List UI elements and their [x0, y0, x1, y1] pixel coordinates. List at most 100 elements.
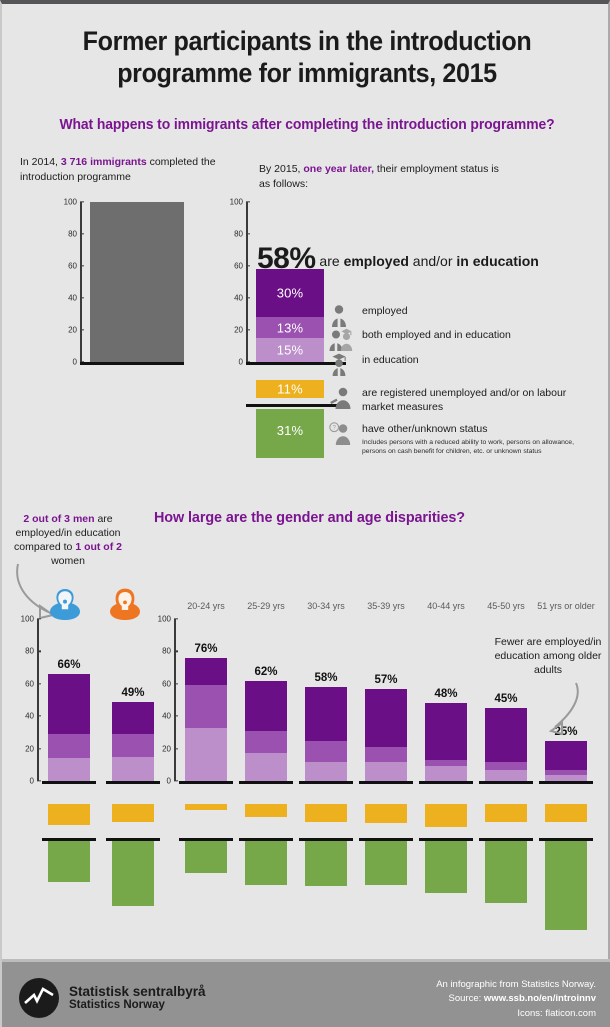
bar-unemployed	[365, 804, 407, 824]
person-employed-icon	[328, 304, 354, 328]
credit-source-url[interactable]: www.ssb.no/en/introinnv	[483, 993, 596, 1005]
bar-unemployed	[305, 804, 347, 822]
bar-segment-value: 11%	[277, 381, 303, 397]
credit-line-1: An infographic from Statistics Norway.	[436, 979, 596, 990]
person-employed-student-icon	[328, 328, 354, 352]
y-axis-age-disparity: 100 80 60 40 20 0	[158, 615, 178, 786]
bar-segment-employed	[425, 703, 467, 760]
annotation-gender-end: women	[51, 554, 85, 567]
bar-total-label: 57%	[374, 673, 398, 686]
stacked-bar-20-24-yrs	[185, 657, 227, 781]
headline-text-2: and/or	[408, 253, 457, 269]
age-group-label: 45-50 yrs	[487, 601, 525, 611]
page-title: Former participants in the introduction …	[23, 26, 590, 90]
axis-tick-label: 20	[234, 325, 243, 335]
bar-other-status	[365, 841, 407, 885]
legend-row-employed: employed	[328, 304, 408, 328]
headline-58-percent: 58% are employed and/or in education	[257, 242, 607, 276]
credit-source-label: Source:	[448, 993, 484, 1005]
axis-tick-mark	[174, 683, 178, 685]
baseline	[359, 781, 413, 784]
bar-segment-both	[305, 740, 347, 762]
stacked-bar-25-29-yrs	[245, 680, 287, 781]
divider-line	[246, 403, 346, 407]
baseline	[419, 781, 473, 784]
divider-line	[179, 838, 233, 841]
intro-right-highlight: one year later,	[303, 163, 374, 175]
age-group-label: 51 yrs or older	[537, 601, 595, 611]
axis-tick-mark	[80, 329, 84, 331]
bar-segment-employed	[545, 740, 587, 770]
legend-label-unemployed: are registered unemployed and/or on labo…	[362, 387, 567, 414]
y-axis-gray: 100 80 60 40 20 0	[64, 198, 84, 367]
axis-tick-mark	[246, 297, 250, 299]
bar-unemployed	[48, 804, 90, 826]
bar-other-status	[48, 841, 90, 882]
legend-row-education: in education	[328, 353, 419, 377]
axis-tick-mark	[80, 233, 84, 235]
ssb-name-no: Statistisk sentralbyrå	[69, 983, 206, 999]
axis-tick-label: 80	[162, 646, 171, 656]
bar-unemployed	[425, 804, 467, 827]
bar-segment-in-education	[48, 758, 90, 781]
ssb-logo-icon	[19, 978, 59, 1018]
axis-spine	[246, 202, 248, 362]
bar-other-status	[185, 841, 227, 874]
stacked-bar-women	[112, 701, 154, 781]
divider-line	[419, 838, 473, 841]
bar-segment-both	[185, 685, 227, 728]
legend-row-unemployed: are registered unemployed and/or on labo…	[328, 386, 578, 414]
bar-segment-other: 31%	[256, 408, 324, 459]
axis-tick-mark	[37, 683, 41, 685]
bar-segment-employed	[112, 701, 154, 735]
legend-label-other: have other/unknown status Includes perso…	[362, 422, 578, 457]
axis-tick-mark	[246, 329, 250, 331]
axis-spine	[174, 619, 176, 781]
bar-other-status	[425, 841, 467, 893]
y-axis-main: 100 80 60 40 20 0	[230, 198, 250, 367]
age-group-label: 20-24 yrs	[187, 601, 225, 611]
stacked-bar-45-50-yrs	[485, 708, 527, 781]
baseline	[42, 781, 96, 784]
axis-tick-label: 100	[157, 614, 171, 624]
stacked-bar-51-yrs-or-older	[545, 740, 587, 781]
bar-segment-employed	[485, 708, 527, 762]
axis-tick-label: 20	[25, 744, 34, 754]
bar-segment-value: 30%	[276, 285, 304, 301]
axis-tick-mark	[174, 650, 178, 653]
bar-segment-both	[485, 761, 527, 770]
female-icon	[110, 588, 140, 620]
bar-segment-employed	[245, 680, 287, 731]
bar-other-status	[112, 841, 154, 906]
axis-tick-label: 100	[229, 197, 243, 207]
divider-line	[359, 838, 413, 841]
axis-tick-label: 40	[234, 293, 243, 303]
divider-line	[299, 838, 353, 841]
bar-other-status	[485, 841, 527, 903]
footer-credits: An infographic from Statistics Norway. S…	[436, 978, 596, 1021]
bar-segment-unemployed: 11%	[256, 380, 324, 398]
page-title-line1: Former participants in the introduction	[82, 26, 532, 56]
section-heading-2: How large are the gender and age dispari…	[154, 509, 465, 526]
stacked-bar-men	[48, 674, 90, 781]
person-unknown-icon: ?	[328, 422, 354, 446]
baseline	[539, 781, 593, 784]
bar-segment-employed-education: 30%	[256, 269, 324, 318]
axis-tick-mark	[246, 265, 250, 267]
bar-segment-value: 13%	[276, 320, 304, 336]
bar-total-label: 62%	[254, 665, 278, 678]
bar-unemployed	[245, 804, 287, 817]
bar-segment-in-education	[485, 769, 527, 781]
age-group-label: 30-34 yrs	[307, 601, 345, 611]
bar-segment-employed	[305, 687, 347, 741]
arrow-gender-icon	[16, 563, 56, 620]
bar-segment-in-education	[365, 761, 407, 781]
axis-tick-mark	[246, 233, 250, 235]
annotation-gender: 2 out of 3 men are employed/in education…	[8, 513, 128, 568]
chart-status-2015: 100 80 60 40 20 0 15% 13% 30% 11% 31%	[230, 198, 356, 459]
bar-total-label: 66%	[57, 659, 81, 672]
stacked-bar-40-44-yrs	[425, 703, 467, 781]
axis-tick-label: 80	[68, 229, 77, 239]
baseline	[299, 781, 353, 784]
section-heading-1: What happens to immigrants after complet…	[59, 117, 555, 133]
